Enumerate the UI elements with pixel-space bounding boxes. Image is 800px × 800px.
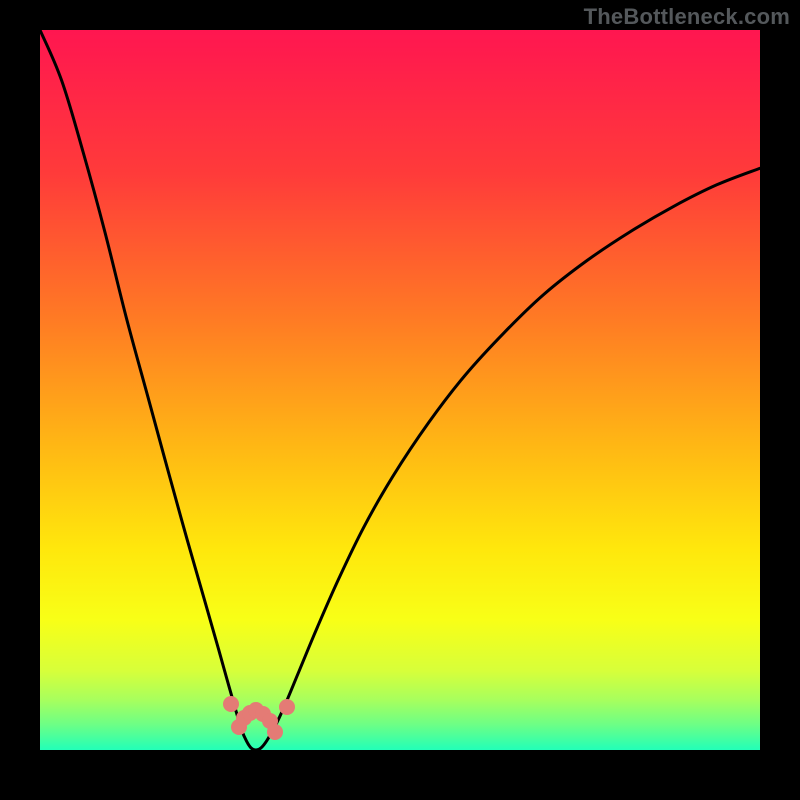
benchmark-dot — [223, 696, 239, 712]
plot-area — [40, 30, 760, 750]
watermark-text: TheBottleneck.com — [584, 4, 790, 30]
benchmark-dots — [40, 30, 760, 750]
benchmark-dot — [279, 699, 295, 715]
benchmark-dot — [267, 724, 283, 740]
